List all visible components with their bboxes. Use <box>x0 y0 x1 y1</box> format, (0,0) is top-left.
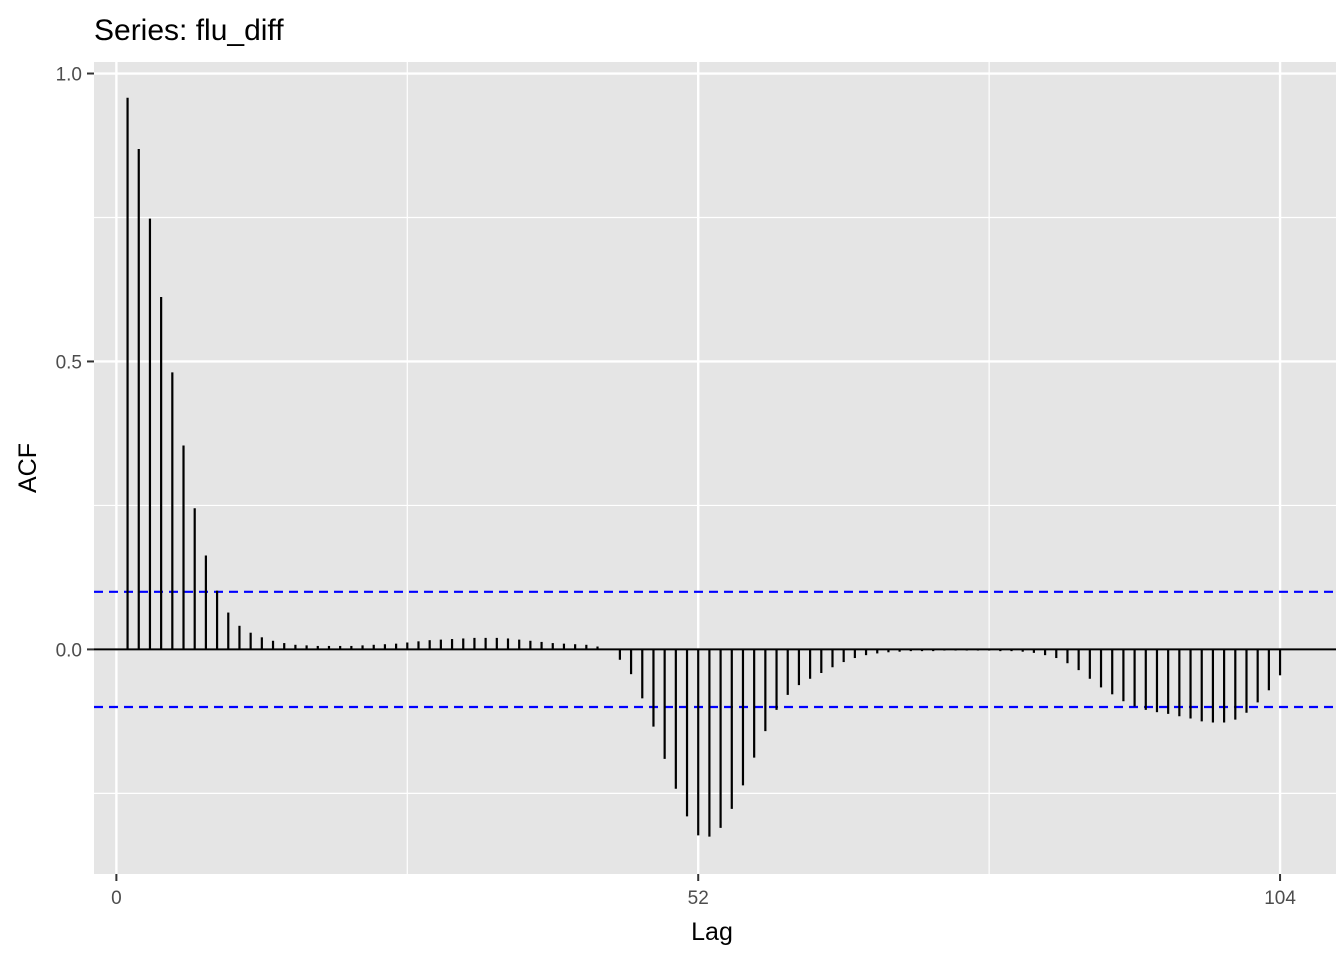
y-tick-label: 0.5 <box>56 352 82 373</box>
x-tick-label: 104 <box>1264 888 1296 909</box>
y-axis-title: ACF <box>14 443 42 493</box>
chart-title: Series: flu_diff <box>94 14 284 47</box>
y-tick-label: 0.0 <box>56 640 82 661</box>
y-tick-label: 1.0 <box>56 65 82 86</box>
confidence-bounds <box>94 590 1336 709</box>
x-tick-label: 0 <box>111 888 122 909</box>
x-axis: 0 52 104 <box>111 874 1296 909</box>
minor-gridlines <box>94 62 1336 874</box>
x-tick-label: 52 <box>688 888 709 909</box>
x-axis-title: Lag <box>691 918 733 946</box>
plot-panel <box>94 62 1336 874</box>
y-axis: 0.0 0.5 1.0 <box>56 65 94 661</box>
acf-bars <box>126 97 1282 837</box>
